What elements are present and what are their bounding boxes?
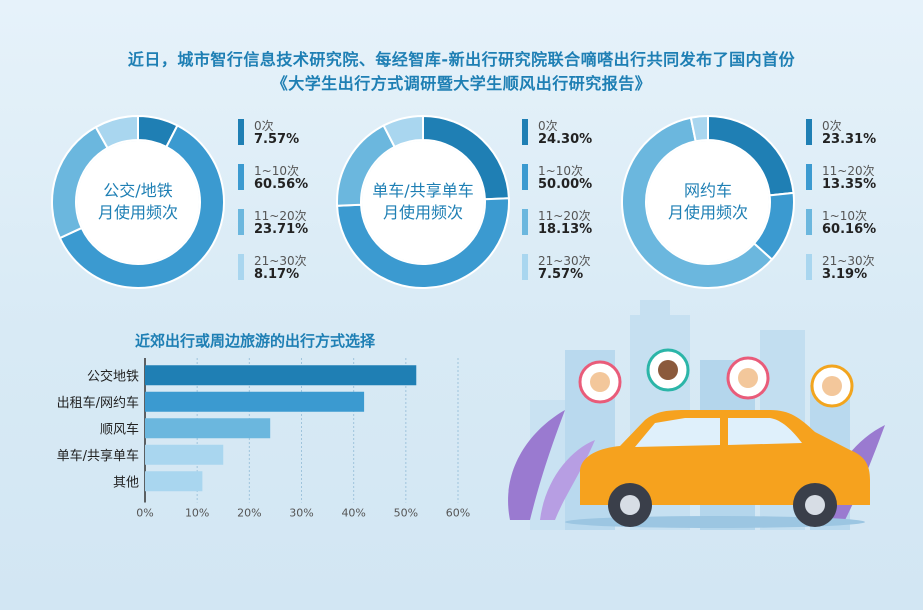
x-tick-label: 40% (341, 507, 365, 520)
legend-swatch (238, 164, 244, 190)
bar (145, 471, 203, 492)
donut-slice-3 (689, 114, 709, 143)
legend-swatch (522, 254, 528, 280)
legend-swatch (806, 164, 812, 190)
legend-swatch (806, 209, 812, 235)
legend-swatch (522, 164, 528, 190)
car-city-illustration (508, 300, 885, 530)
donut-center-line-1: 单车/共享单车 (372, 181, 474, 200)
legend-swatch (238, 254, 244, 280)
donut-slice-1 (58, 124, 225, 289)
donut-chart-bus-metro (51, 114, 225, 289)
donut-center-line-1: 网约车 (683, 181, 732, 200)
legend-label: 21~30次 (254, 254, 307, 268)
donut-hole (77, 141, 199, 263)
legend-label: 1~10次 (538, 164, 583, 178)
legend-value: 50.00% (538, 177, 593, 192)
legend-label: 11~20次 (538, 209, 591, 223)
donut-center-label-ride-hailing: 网约车 月使用频次 (648, 180, 768, 224)
donut-slice-3 (382, 114, 424, 149)
legend-swatch (806, 254, 812, 280)
category-label: 顺风车 (100, 421, 139, 437)
car-icon (565, 410, 870, 528)
donut-center-label-bike: 单车/共享单车 月使用频次 (363, 180, 483, 224)
category-label: 其他 (113, 475, 139, 490)
legend-swatch (522, 209, 528, 235)
donut-slice-2 (621, 116, 774, 289)
legend-bus-metro: 0次 7.57% 1~10次 60.56% 11~20次 23.71% 21~30次 8.17… (238, 117, 358, 287)
legend-swatch (238, 119, 244, 145)
donut-chart-ride-hailing (621, 114, 795, 289)
category-label: 出租车/网约车 (57, 395, 139, 411)
donut-hole (647, 141, 769, 263)
legend-value: 18.13% (538, 222, 593, 237)
header-line-2: 《大学生出行方式调研暨大学生顺风出行研究报告》 (271, 74, 652, 93)
bar-chart-trip-modes: 0% 10% 20% 30% 40% 50% 60% 公交地铁出租车/网约车顺风车单车/共享单… (57, 358, 470, 520)
legend-value: 60.56% (254, 177, 309, 192)
donut-hole (362, 141, 484, 263)
donut-center-line-2: 月使用频次 (382, 203, 463, 222)
x-tick-label: 10% (185, 507, 209, 520)
bar (145, 365, 417, 386)
legend-ride-hailing: 0次 23.31% 11~20次 13.35% 1~10次 60.16% 21~30次 3.1… (806, 117, 923, 287)
x-tick-label: 20% (237, 507, 261, 520)
legend-label: 1~10次 (254, 164, 299, 178)
legend-value: 13.35% (822, 177, 877, 192)
legend-value: 24.30% (538, 132, 593, 147)
bar (145, 444, 224, 465)
category-label: 单车/共享单车 (57, 448, 139, 464)
legend-bike: 0次 24.30% 1~10次 50.00% 11~20次 18.13% 21~30次 7.5… (522, 117, 642, 287)
legend-label: 0次 (254, 119, 274, 133)
x-tick-label: 60% (446, 507, 470, 520)
legend-value: 23.31% (822, 132, 877, 147)
legend-value: 7.57% (538, 267, 584, 282)
legend-label: 0次 (538, 119, 558, 133)
donut-slice-3 (94, 114, 139, 150)
legend-value: 60.16% (822, 222, 877, 237)
legend-swatch (522, 119, 528, 145)
header-line-1: 近日，城市智行信息技术研究院、每经智库-新出行研究院联合嘀嗒出行共同发布了国内首… (127, 50, 796, 69)
donut-slice-1 (336, 197, 510, 289)
person-pin-icon (578, 348, 854, 408)
bar-chart-title: 近郊出行或周边旅游的出行方式选择 (135, 332, 376, 350)
legend-value: 7.57% (254, 132, 300, 147)
donut-center-line-2: 月使用频次 (667, 203, 748, 222)
legend-swatch (806, 119, 812, 145)
legend-label: 21~30次 (538, 254, 591, 268)
x-tick-label: 50% (394, 507, 418, 520)
bar (145, 418, 271, 439)
donut-center-line-1: 公交/地铁 (103, 181, 173, 200)
legend-label: 21~30次 (822, 254, 875, 268)
donut-chart-bike (336, 114, 510, 289)
donut-center-line-2: 月使用频次 (97, 203, 178, 222)
x-tick-label: 30% (289, 507, 313, 520)
legend-label: 1~10次 (822, 209, 867, 223)
legend-value: 8.17% (254, 267, 300, 282)
x-tick-label: 0% (136, 507, 153, 520)
donut-center-label-bus-metro: 公交/地铁 月使用频次 (78, 180, 198, 224)
legend-value: 23.71% (254, 222, 309, 237)
legend-label: 0次 (822, 119, 842, 133)
legend-label: 11~20次 (822, 164, 875, 178)
legend-swatch (238, 209, 244, 235)
bar (145, 391, 365, 412)
legend-label: 11~20次 (254, 209, 307, 223)
legend-value: 3.19% (822, 267, 868, 282)
category-label: 公交地铁 (87, 368, 139, 384)
